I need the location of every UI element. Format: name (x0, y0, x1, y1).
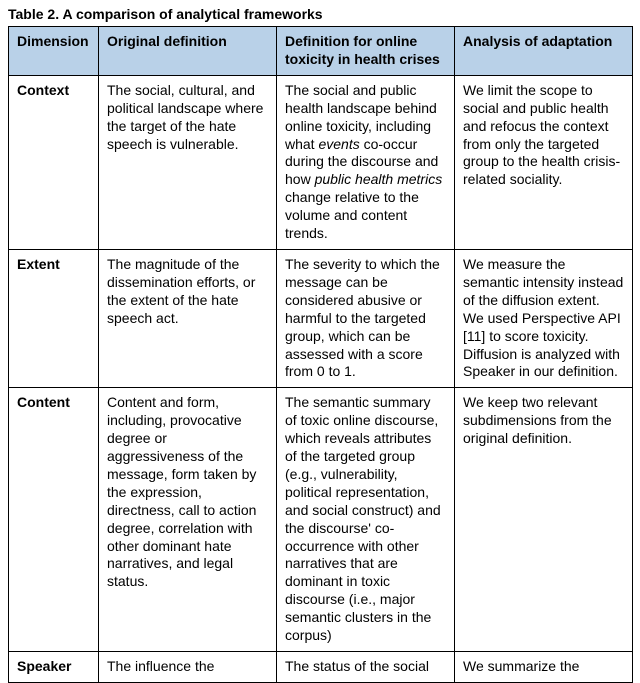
cell-analysis: We measure the semantic intensity instea… (455, 249, 633, 387)
cell-dimension: Context (9, 75, 99, 249)
cell-dimension: Content (9, 388, 99, 652)
table-row: Speaker The influence the The status of … (9, 652, 633, 683)
cell-online: The severity to which the message can be… (277, 249, 455, 387)
table-row: Content Content and form, including, pro… (9, 388, 633, 652)
cell-dimension: Speaker (9, 652, 99, 683)
cell-online: The status of the social (277, 652, 455, 683)
cell-original: Content and form, including, provocative… (99, 388, 277, 652)
cell-analysis: We limit the scope to social and public … (455, 75, 633, 249)
col-online: Definition for online toxicity in health… (277, 27, 455, 76)
comparison-table: Dimension Original definition Definition… (8, 26, 633, 683)
table-caption: Table 2. A comparison of analytical fram… (8, 6, 632, 22)
cell-original: The influence the (99, 652, 277, 683)
cell-original: The magnitude of the dissemination effor… (99, 249, 277, 387)
cell-online: The social and public health landscape b… (277, 75, 455, 249)
cell-original: The social, cultural, and political land… (99, 75, 277, 249)
table-header-row: Dimension Original definition Definition… (9, 27, 633, 76)
cell-analysis: We summarize the (455, 652, 633, 683)
table-body: Context The social, cultural, and politi… (9, 75, 633, 682)
col-dimension: Dimension (9, 27, 99, 76)
col-analysis: Analysis of adaptation (455, 27, 633, 76)
table-row: Context The social, cultural, and politi… (9, 75, 633, 249)
cell-dimension: Extent (9, 249, 99, 387)
cell-analysis: We keep two relevant subdimensions from … (455, 388, 633, 652)
col-original: Original definition (99, 27, 277, 76)
cell-online: The semantic summary of toxic online dis… (277, 388, 455, 652)
table-row: Extent The magnitude of the disseminatio… (9, 249, 633, 387)
